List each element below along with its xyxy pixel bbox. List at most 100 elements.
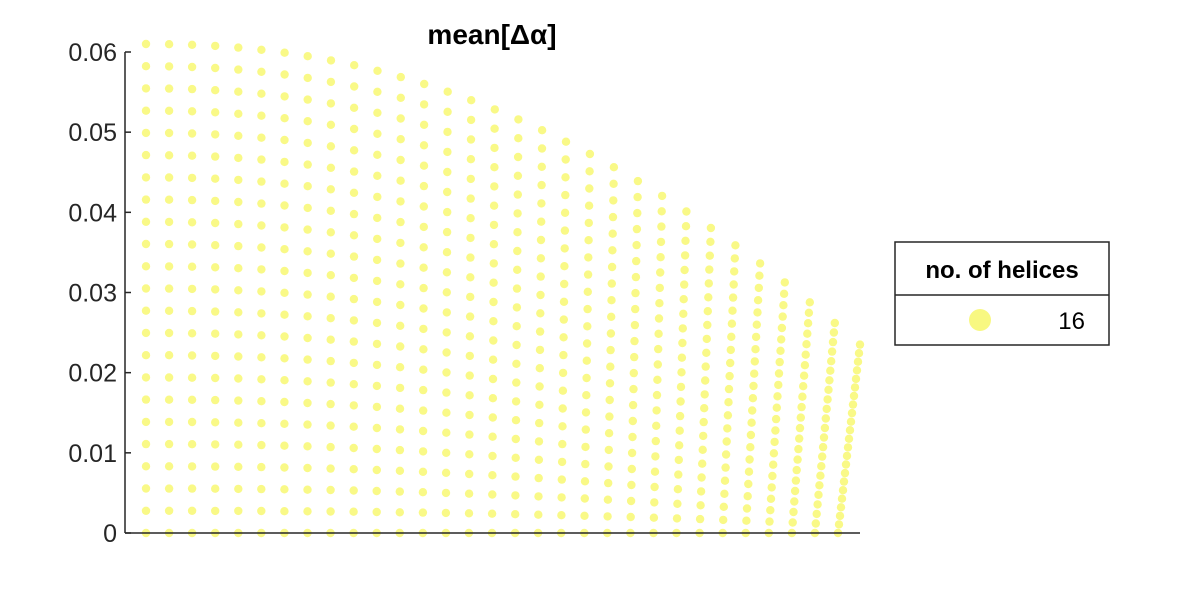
- data-point: [513, 265, 522, 274]
- data-point: [396, 280, 405, 289]
- data-point: [234, 109, 243, 119]
- data-point: [280, 223, 289, 232]
- data-point: [730, 254, 739, 263]
- data-point: [164, 62, 174, 71]
- data-point: [303, 203, 312, 213]
- data-point: [512, 378, 521, 387]
- data-point: [580, 494, 589, 503]
- data-point: [559, 350, 568, 360]
- data-point: [443, 127, 452, 137]
- data-point: [349, 422, 358, 431]
- data-point: [627, 480, 636, 490]
- data-point: [721, 463, 730, 472]
- data-point: [772, 403, 781, 412]
- data-point: [755, 271, 764, 280]
- data-point: [234, 440, 243, 449]
- data-point: [141, 61, 151, 71]
- data-point: [303, 312, 312, 321]
- data-point: [631, 288, 640, 298]
- data-point: [681, 222, 691, 231]
- data-point: [651, 452, 660, 461]
- data-point: [850, 383, 860, 392]
- data-point: [679, 295, 688, 304]
- data-point: [774, 380, 783, 390]
- data-point: [164, 106, 174, 116]
- data-point: [418, 426, 428, 436]
- data-point: [280, 288, 289, 297]
- data-point: [680, 265, 689, 275]
- data-point: [845, 426, 855, 435]
- data-point: [257, 199, 266, 208]
- data-point: [629, 384, 638, 394]
- data-point: [280, 419, 289, 428]
- data-point: [560, 244, 569, 253]
- data-point: [372, 318, 382, 328]
- data-point: [488, 413, 497, 422]
- data-point: [187, 440, 197, 449]
- data-point: [805, 298, 814, 307]
- data-point: [512, 303, 522, 312]
- data-point: [187, 284, 197, 294]
- data-point: [721, 450, 731, 459]
- data-point: [560, 208, 570, 217]
- chart-title: mean[Δα]: [427, 19, 556, 50]
- data-point: [395, 466, 405, 475]
- data-point: [187, 306, 197, 316]
- data-point: [649, 513, 659, 522]
- data-point: [211, 285, 220, 294]
- data-point: [558, 422, 567, 431]
- data-point: [745, 455, 754, 464]
- data-point: [848, 400, 858, 409]
- data-point: [657, 222, 666, 231]
- data-point: [535, 418, 544, 428]
- data-point: [489, 317, 498, 326]
- data-point: [603, 495, 613, 504]
- data-point: [280, 310, 289, 319]
- data-point: [678, 324, 687, 333]
- data-point: [303, 442, 312, 451]
- data-point: [443, 187, 452, 197]
- data-point: [814, 490, 823, 499]
- data-point: [141, 217, 151, 226]
- data-point: [211, 395, 220, 405]
- data-point: [852, 366, 862, 375]
- data-point: [465, 430, 474, 439]
- data-point: [164, 40, 174, 49]
- data-point: [441, 468, 451, 477]
- data-point: [234, 506, 243, 516]
- data-point: [727, 332, 736, 341]
- data-point: [418, 467, 428, 476]
- data-point: [651, 436, 660, 446]
- data-point: [442, 428, 451, 437]
- data-point: [675, 441, 684, 450]
- data-point: [839, 477, 849, 486]
- data-point: [488, 451, 497, 461]
- data-point: [511, 510, 520, 519]
- data-point: [653, 360, 662, 369]
- data-point: [855, 340, 865, 349]
- data-point: [349, 231, 359, 240]
- data-point: [696, 487, 706, 496]
- data-point: [747, 418, 756, 427]
- data-point: [770, 437, 779, 447]
- data-point: [465, 371, 474, 380]
- data-point: [257, 287, 266, 296]
- data-point: [826, 366, 835, 375]
- data-point: [650, 467, 660, 476]
- data-point: [489, 297, 498, 307]
- data-point: [326, 56, 336, 65]
- data-point: [674, 455, 683, 465]
- data-point: [211, 108, 220, 117]
- data-point: [211, 263, 220, 272]
- data-point: [442, 308, 451, 317]
- data-point: [211, 196, 220, 206]
- data-point: [536, 309, 545, 318]
- data-point: [766, 506, 775, 515]
- data-point: [682, 207, 691, 216]
- data-point: [187, 151, 197, 160]
- data-point: [580, 511, 589, 520]
- data-point: [141, 373, 151, 382]
- data-point: [349, 124, 359, 134]
- data-point: [840, 468, 850, 478]
- data-point: [608, 229, 617, 238]
